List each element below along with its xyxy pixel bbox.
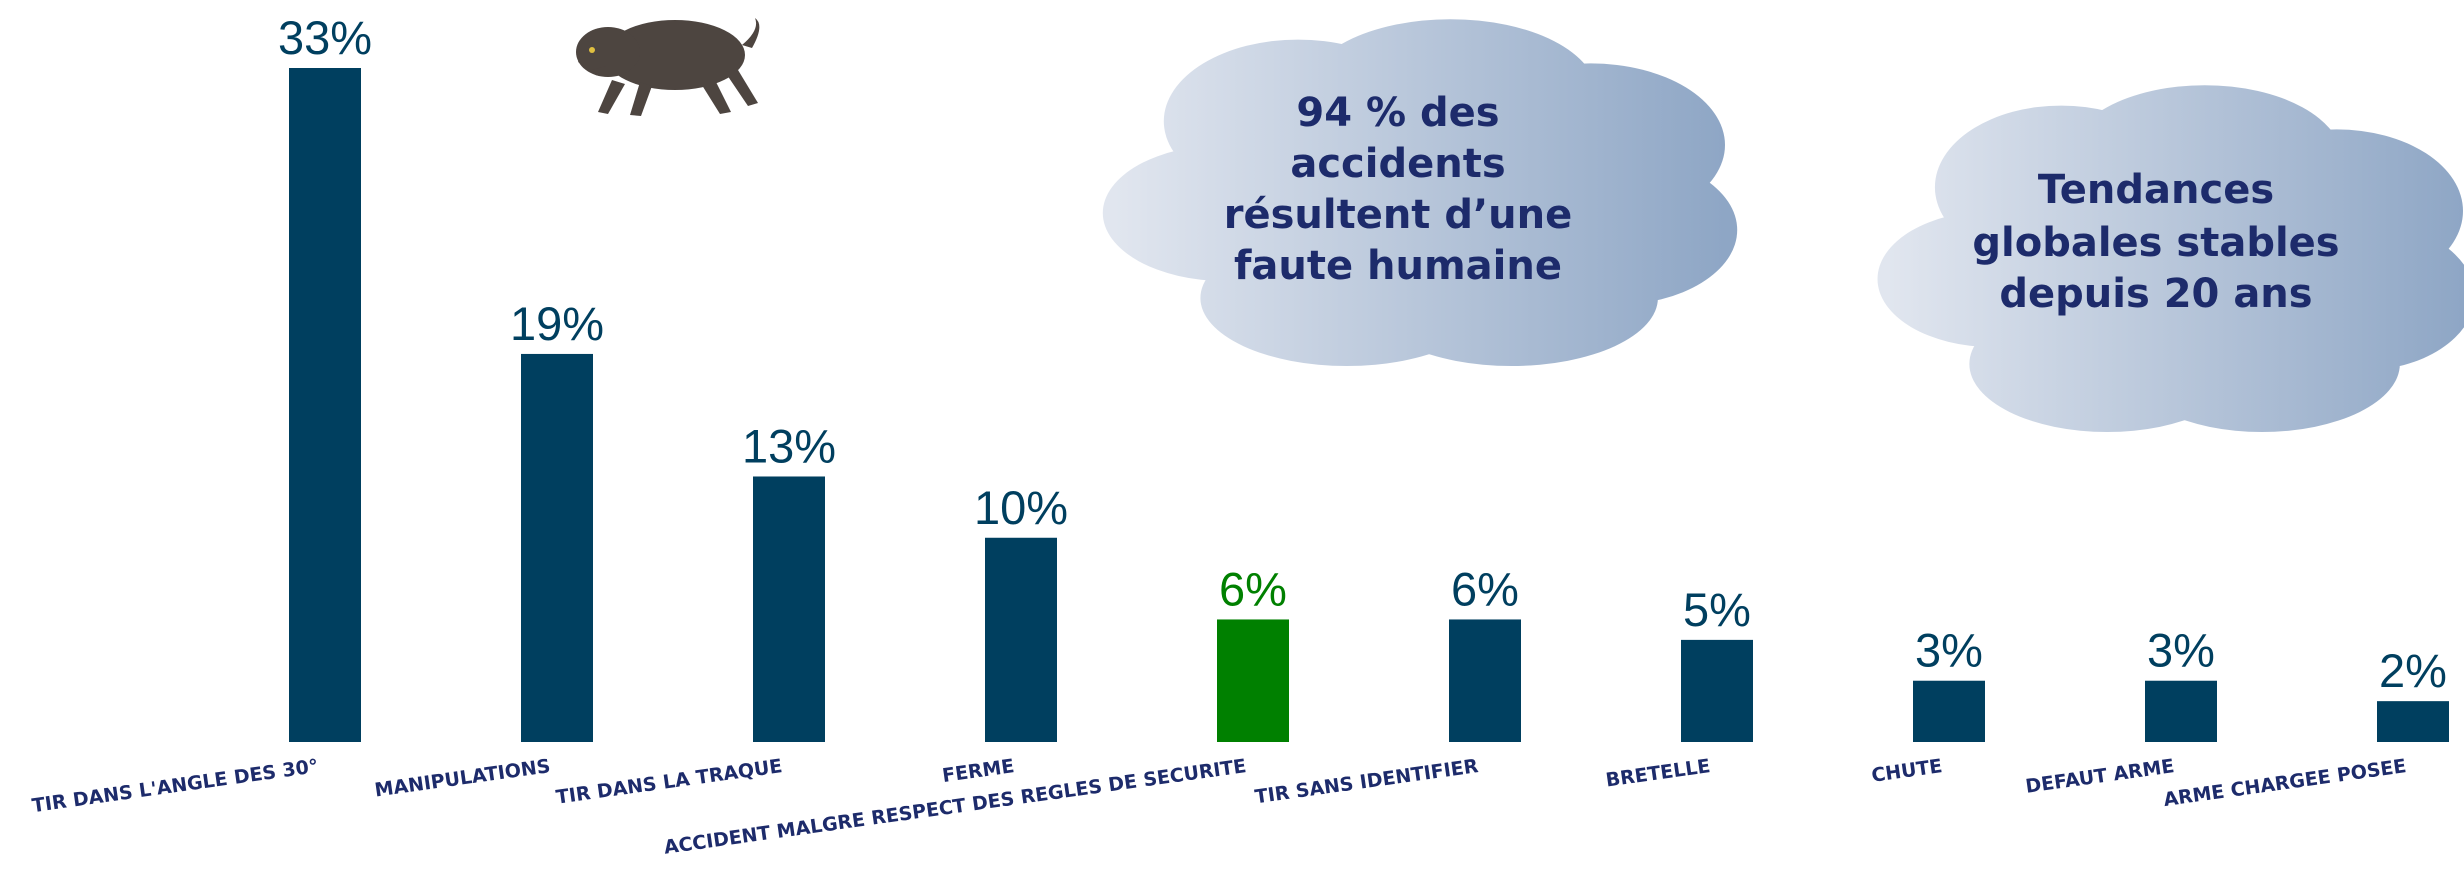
bar [753,476,825,742]
value-label: 6% [1451,562,1519,615]
value-label: 10% [974,481,1068,534]
bar [1217,619,1289,742]
x-tick-label: BRETELLE [1604,755,1711,791]
x-tick-label: MANIPULATIONS [373,755,551,801]
cloud-text: globales stables [1972,220,2339,266]
chart: 94 % des accidents résultent d’une faute hu… [0,0,2464,875]
bar [1913,681,1985,742]
bar [2377,701,2449,742]
bar [2145,681,2217,742]
x-tick-label: TIR DANS L'ANGLE DES 30° [31,755,320,817]
value-label: 5% [1683,583,1751,636]
cloud-text: depuis 20 ans [1999,271,2312,317]
bar [521,354,593,742]
bar [289,68,361,742]
value-label: 6% [1219,562,1287,615]
x-tick-label: DEFAUT ARME [2024,755,2176,798]
boar-icon [576,18,759,116]
bar [1449,619,1521,742]
x-tick-label: CHUTE [1870,755,1944,787]
value-label: 3% [2147,624,2215,677]
value-label: 3% [1915,624,1983,677]
value-label: 2% [2379,644,2447,697]
bar [1681,640,1753,742]
cloud-text: faute humaine [1234,243,1562,289]
value-label: 33% [278,11,372,64]
cloud-text: 94 % des [1296,90,1499,136]
value-label: 19% [510,297,604,350]
x-tick-label: TIR SANS IDENTIFIER [1254,755,1481,808]
cloud-text: accidents [1290,141,1505,187]
x-tick-label: FERME [941,755,1016,787]
cloud-text: Tendances [2038,167,2274,213]
value-label: 13% [742,419,836,472]
x-tick-label: TIR DANS LA TRAQUE [555,755,784,809]
bar [985,538,1057,742]
cloud-text: résultent d’une [1224,192,1573,238]
x-tick-label: ARME CHARGEE POSEE [2162,755,2408,811]
